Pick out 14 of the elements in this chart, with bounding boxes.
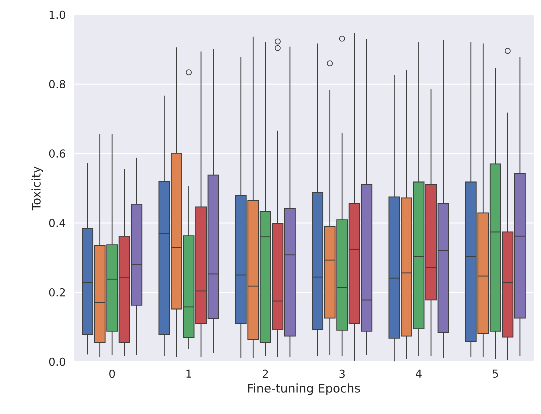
x-tick-label: 5 [493,370,498,378]
x-tick-label: 4 [416,370,422,378]
x-tick-label: 3 [340,370,345,378]
y-tick-label: 0.8 [49,80,66,89]
x-tick-label: 2 [262,370,268,378]
y-tick-label: 0.0 [49,358,66,366]
y-axis-title: Toxicity [32,166,44,211]
x-tick-label: 1 [186,370,192,378]
x-axis-title: Fine-tuning Epochs [248,384,360,396]
y-tick-label: 0.6 [49,150,66,158]
y-tick-label: 1.0 [50,10,66,20]
y-tick-label: 0.2 [49,288,66,297]
x-tick-label: 0 [110,370,116,378]
y-tick-label: 0.4 [49,219,66,228]
